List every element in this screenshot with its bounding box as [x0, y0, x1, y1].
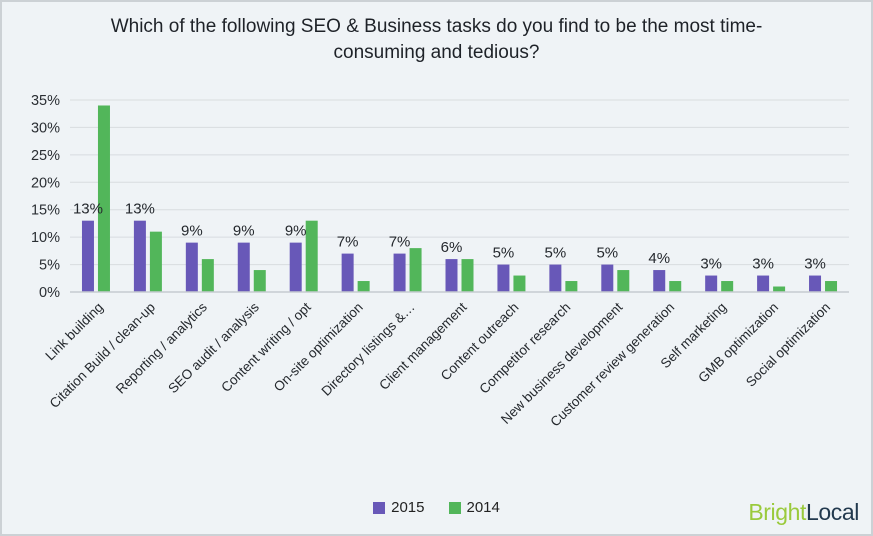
data-label: 3% [752, 256, 774, 273]
bar-2014-2 [201, 259, 214, 292]
data-label: 3% [804, 256, 826, 273]
bar-2014-13 [773, 286, 786, 292]
data-label: 6% [441, 239, 463, 256]
bar-2015-2 [185, 242, 198, 292]
legend-swatch-2014 [448, 501, 461, 514]
logo-part-bright: Bright [748, 499, 806, 525]
data-label: 5% [596, 245, 618, 262]
y-axis-tick-label: 10% [31, 230, 60, 246]
category-label: Directory listings &… [318, 300, 417, 399]
data-label: 5% [545, 245, 567, 262]
bar-2015-1 [133, 220, 146, 292]
bar-2014-9 [565, 281, 578, 292]
legend-item-2014: 2014 [448, 499, 500, 516]
bar-2015-12 [705, 275, 718, 292]
chart-legend: 2015 2014 [2, 499, 871, 516]
y-axis-tick-label: 20% [31, 175, 60, 191]
data-label: 4% [648, 250, 670, 267]
bar-2014-8 [513, 275, 526, 292]
category-label: Competitor research [476, 300, 573, 397]
chart-title: Which of the following SEO & Business ta… [110, 16, 763, 63]
brightlocal-logo: BrightLocal [748, 499, 859, 526]
bar-2014-4 [305, 220, 318, 292]
legend-swatch-2015 [373, 501, 386, 514]
bar-2014-14 [825, 281, 838, 292]
bar-2015-13 [757, 275, 770, 292]
category-label: Content writing / opt [218, 299, 314, 395]
bar-2014-5 [357, 281, 370, 292]
data-label: 7% [337, 234, 359, 251]
data-label: 9% [285, 223, 307, 240]
bar-2014-12 [721, 281, 734, 292]
bar-2015-6 [393, 253, 406, 292]
y-axis-tick-label: 5% [39, 258, 60, 274]
logo-part-local: Local [806, 499, 859, 525]
bar-2015-0 [81, 220, 94, 292]
bar-2015-3 [237, 242, 250, 292]
bar-2014-6 [409, 248, 422, 292]
bar-2015-5 [341, 253, 354, 292]
y-axis-tick-label: 25% [31, 148, 60, 164]
category-label: Reporting / analytics [113, 299, 210, 396]
y-axis-tick-label: 0% [39, 285, 60, 301]
bar-2014-3 [253, 270, 266, 292]
y-axis-tick-label: 30% [31, 120, 60, 136]
bar-2014-10 [617, 270, 630, 292]
bar-2015-8 [497, 264, 510, 292]
data-label: 9% [233, 223, 255, 240]
legend-label-2015: 2015 [391, 499, 425, 516]
data-label: 7% [389, 234, 411, 251]
category-label: On-site optimization [271, 300, 366, 395]
data-label: 3% [700, 256, 722, 273]
bar-chart: 0%5%10%15%20%25%30%35%13%Link building13… [31, 93, 849, 430]
y-axis-tick-label: 15% [31, 203, 60, 219]
bar-2014-0 [97, 105, 110, 292]
data-label: 5% [493, 245, 515, 262]
data-label: 13% [125, 201, 155, 218]
data-label: 13% [73, 201, 103, 218]
bar-2014-1 [149, 231, 162, 292]
category-label: Citation Build / clean-up [47, 300, 158, 411]
y-axis-tick-label: 35% [31, 93, 60, 109]
bar-2015-11 [653, 270, 666, 292]
bar-2015-7 [445, 259, 458, 292]
bar-2015-10 [601, 264, 614, 292]
bar-2014-7 [461, 259, 474, 292]
bar-2015-4 [289, 242, 302, 292]
category-label: Client management [376, 299, 470, 393]
bar-2015-14 [809, 275, 822, 292]
legend-label-2014: 2014 [466, 499, 500, 516]
category-label: SEO audit / analysis [165, 299, 262, 396]
bar-2015-9 [549, 264, 562, 292]
data-label: 9% [181, 223, 203, 240]
legend-item-2015: 2015 [373, 499, 425, 516]
bar-2014-11 [669, 281, 682, 292]
